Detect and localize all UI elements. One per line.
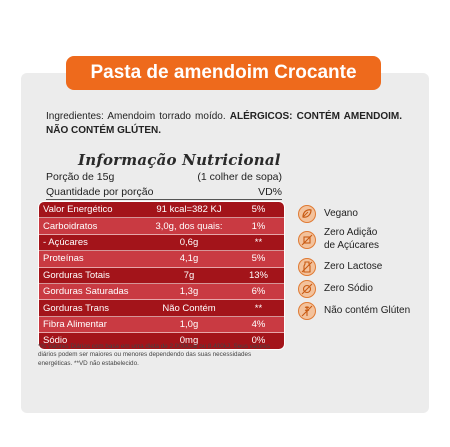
nutrient-name: - Açúcares [43, 236, 88, 248]
nutrient-name: Fibra Alimentar [43, 318, 107, 330]
nutrient-amount: 3,0g, dos quais: [155, 220, 223, 232]
no-lactose-icon [298, 258, 316, 276]
ingredients-text: Ingredientes: Amendoim torrado moído. AL… [46, 110, 402, 138]
ingredients-value: Amendoim torrado moído. [107, 111, 226, 122]
ingredients-label: Ingredientes: [46, 111, 104, 122]
nutrient-amount: 0mg [179, 335, 199, 347]
vd-label: VD% [258, 186, 282, 198]
nutrient-vd: ** [254, 236, 263, 248]
nutrition-footnote: *% Valores Diários com base em uma dieta… [38, 343, 270, 367]
no-gluten-icon [298, 302, 316, 320]
nutrient-amount: 1,3g [179, 286, 199, 298]
nutrient-name: Valor Energético [43, 204, 113, 216]
nutrient-amount: 4,1g [179, 253, 199, 265]
table-row: - Açúcares 0,6g ** [39, 234, 284, 252]
table-row: Carboidratos 3,0g, dos quais: 1% [39, 218, 284, 235]
no-sugar-icon [298, 230, 316, 249]
badge-item: Zero Adição de Açúcares [298, 227, 379, 252]
badge-label: Não contém Glúten [324, 304, 411, 316]
nutrient-vd: 0% [251, 335, 266, 347]
nutrition-table: Valor Energético 91 kcal=382 KJ 5% Carboidr… [38, 201, 285, 350]
nutrient-amount: 1,0g [179, 318, 199, 330]
badge-item: Não contém Glúten [298, 302, 410, 320]
badge-label: Zero Lactose [324, 260, 383, 272]
badge-item: Vegano [298, 205, 358, 223]
nutrition-heading: Informação Nutricional [78, 151, 281, 169]
badge-label: Vegano [324, 207, 358, 219]
leaf-icon [298, 205, 316, 223]
nutrient-amount: 7g [183, 269, 195, 281]
portion-value: (1 colher de sopa) [197, 171, 282, 183]
nutrient-name: Carboidratos [43, 220, 98, 232]
badge-item: Zero Lactose [298, 258, 382, 276]
nutrient-vd: 1% [251, 220, 266, 232]
nutrient-vd: 5% [251, 204, 266, 216]
badge-label: Zero Adição de Açúcares [324, 227, 380, 251]
nutrient-amount: 0,6g [179, 236, 199, 248]
quantity-label: Quantidade por porção [46, 186, 154, 198]
quantity-header-row: Quantidade por porção VD% [46, 186, 282, 200]
nutrient-name: Gorduras Trans [43, 302, 109, 314]
nutrient-amount: Não Contém [162, 302, 216, 314]
allergens-warning: ALÉRGICOS: CONTÉM AMENDOIM. NÃO CONTÉM G… [46, 111, 402, 136]
nutrient-name: Proteínas [43, 253, 84, 265]
nutrient-name: Gorduras Saturadas [43, 286, 129, 298]
table-row: Gorduras Totais 7g 13% [39, 267, 284, 284]
table-row: Proteínas 4,1g 5% [39, 251, 284, 268]
table-row: Valor Energético 91 kcal=382 KJ 5% [39, 202, 284, 219]
table-row: Sódio 0mg 0% [39, 333, 284, 349]
table-row: Gorduras Saturadas 1,3g 6% [39, 283, 284, 301]
nutrient-vd: 5% [251, 253, 266, 265]
nutrient-amount: 91 kcal=382 KJ [156, 204, 222, 216]
badge-label: Zero Sódio [324, 282, 373, 294]
nutrient-name: Sódio [43, 335, 68, 347]
portion-row: Porção de 15g (1 colher de sopa) [46, 171, 282, 183]
table-row: Gorduras Trans Não Contém ** [39, 300, 284, 317]
portion-label: Porção de 15g [46, 171, 115, 183]
nutrient-vd: ** [254, 302, 263, 314]
nutrient-name: Gorduras Totais [43, 269, 110, 281]
nutrient-vd: 6% [251, 286, 266, 298]
no-sodium-icon [298, 280, 316, 298]
product-title: Pasta de amendoim Crocante [66, 56, 381, 90]
nutrient-vd: 4% [251, 318, 266, 330]
badge-item: Zero Sódio [298, 280, 373, 298]
nutrient-vd: 13% [248, 269, 268, 281]
table-row: Fibra Alimentar 1,0g 4% [39, 316, 284, 334]
